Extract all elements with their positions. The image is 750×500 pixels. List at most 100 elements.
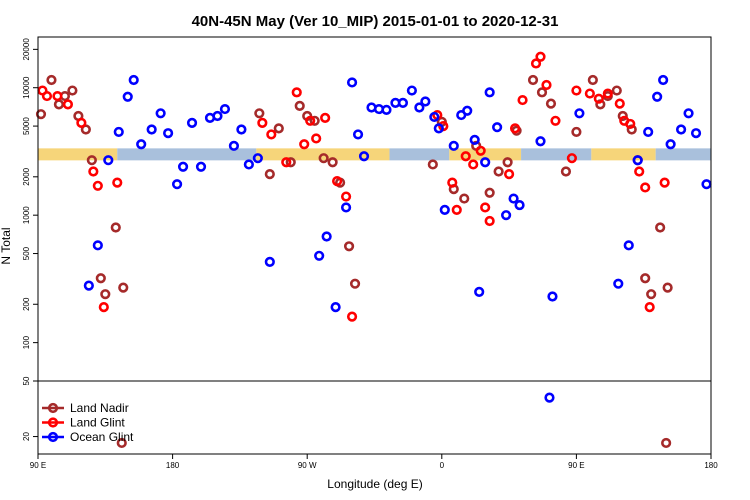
- ocean-glint-point: [136, 139, 147, 150]
- ocean-glint-point: [414, 102, 425, 113]
- land-nadir-point: [254, 108, 265, 119]
- ocean-glint-point: [397, 97, 409, 109]
- land-nadir-point: [67, 85, 78, 96]
- land-glint-point: [299, 139, 310, 150]
- land-glint-point: [614, 98, 625, 109]
- land-nadir-point: [343, 241, 355, 252]
- ocean-glint-point: [501, 210, 512, 221]
- land-glint-point: [644, 302, 655, 313]
- legend-marker: [47, 402, 59, 414]
- axes: 100 200 500 1000 2000 5000 10000 20000 20 50 90 E 1…: [22, 36, 718, 470]
- ocean-glint-point: [171, 179, 183, 190]
- land-glint-point: [550, 115, 561, 126]
- land-glint-point: [98, 302, 109, 313]
- ocean-glint-point: [514, 199, 525, 211]
- ocean-glint-point: [429, 111, 440, 123]
- ocean-glint-point: [321, 231, 332, 242]
- ocean-glint-point: [658, 74, 669, 86]
- land-nadir-point: [527, 74, 539, 86]
- y-tick-label: 500: [22, 246, 31, 260]
- ocean-glint-point: [122, 91, 133, 102]
- ocean-glint-point: [448, 140, 459, 151]
- band-segment: [389, 148, 450, 161]
- land-nadir-point: [571, 126, 582, 138]
- ocean-glint-point: [439, 204, 450, 216]
- x-tick-label: 0: [440, 461, 445, 470]
- land-nadir-point: [587, 74, 598, 86]
- ocean-glint-point: [652, 91, 663, 102]
- land-glint-point: [530, 58, 542, 69]
- band-segment: [655, 148, 711, 161]
- ocean-glint-point: [613, 278, 624, 289]
- ocean-glint-point: [252, 153, 263, 164]
- ocean-glint-point: [469, 134, 480, 145]
- land-glint-point: [640, 182, 651, 193]
- land-nadir-point: [53, 99, 65, 110]
- ocean-glint-point: [474, 286, 485, 298]
- land-glint-point: [88, 166, 99, 177]
- land-glint-point: [311, 133, 322, 144]
- land-nadir-point: [626, 124, 637, 135]
- ocean-glint-point: [492, 122, 503, 133]
- land-glint-point: [504, 169, 515, 180]
- ocean-glint-point: [113, 126, 124, 138]
- land-nadir-point: [309, 115, 320, 126]
- band-segment: [117, 148, 257, 161]
- ocean-glint-point: [406, 85, 417, 96]
- land-glint-point: [62, 99, 74, 110]
- land-glint-point: [305, 115, 316, 126]
- land-nadir-point: [502, 157, 513, 168]
- y-tick-label: 5000: [22, 117, 31, 135]
- ocean-glint-point: [314, 250, 325, 261]
- y-tick-label: 1000: [22, 206, 31, 224]
- land-nadir-point: [662, 282, 673, 293]
- x-axis-label: Longitude (deg E): [327, 477, 422, 491]
- land-nadir-point: [493, 166, 504, 177]
- ocean-glint-point: [146, 124, 157, 135]
- ocean-glint-point: [480, 157, 491, 168]
- ocean-glint-point: [675, 124, 687, 135]
- land-nadir-point: [46, 74, 57, 86]
- land-glint-point: [332, 176, 343, 187]
- band-segment: [38, 148, 118, 161]
- x-tick-label: 90 E: [568, 461, 584, 470]
- land-glint-point: [76, 117, 87, 128]
- land-glint-point: [460, 151, 471, 162]
- land-glint-point: [634, 166, 645, 177]
- ocean-glint-point: [547, 291, 558, 302]
- land-nadir-point: [116, 437, 127, 449]
- land-glint-point: [52, 90, 63, 102]
- ocean-glint-point: [219, 103, 231, 115]
- land-nadir-point: [459, 193, 470, 204]
- ocean-glint-point: [163, 128, 174, 139]
- ocean-glint-point: [195, 161, 207, 172]
- chart-title: 40N-45N May (Ver 10_MIP) 2015-01-01 to 2…: [192, 13, 559, 30]
- y-axis-label: N Total: [0, 227, 13, 264]
- land-glint-point: [593, 93, 604, 104]
- land-glint-point: [41, 90, 53, 102]
- land-glint-point: [625, 118, 636, 130]
- ocean-glint-point: [352, 129, 364, 140]
- y-tick-label: 50: [22, 376, 31, 385]
- land-glint-point: [541, 79, 552, 91]
- land-glint-point: [451, 204, 462, 216]
- legend-label: Ocean Glint: [70, 430, 134, 444]
- ocean-glint-point: [103, 155, 114, 166]
- ocean-glint-point: [177, 161, 189, 172]
- ocean-glint-point: [462, 105, 473, 116]
- land-nadir-point: [273, 123, 284, 134]
- ocean-glint-point: [643, 126, 654, 138]
- ocean-glint-point: [535, 136, 546, 147]
- land-nadir-point: [110, 222, 121, 233]
- land-nadir-point: [349, 278, 361, 289]
- ocean-glint-point: [508, 193, 519, 204]
- land-nadir-point: [484, 187, 495, 198]
- y-tick-label: 200: [22, 297, 31, 311]
- land-nadir-point: [655, 222, 666, 233]
- ocean-glint-point: [212, 110, 223, 122]
- x-tick-label: 180: [704, 461, 718, 470]
- y-tick-label: 100: [22, 335, 31, 349]
- ocean-glint-point: [264, 256, 275, 267]
- ocean-glint-point: [683, 108, 694, 119]
